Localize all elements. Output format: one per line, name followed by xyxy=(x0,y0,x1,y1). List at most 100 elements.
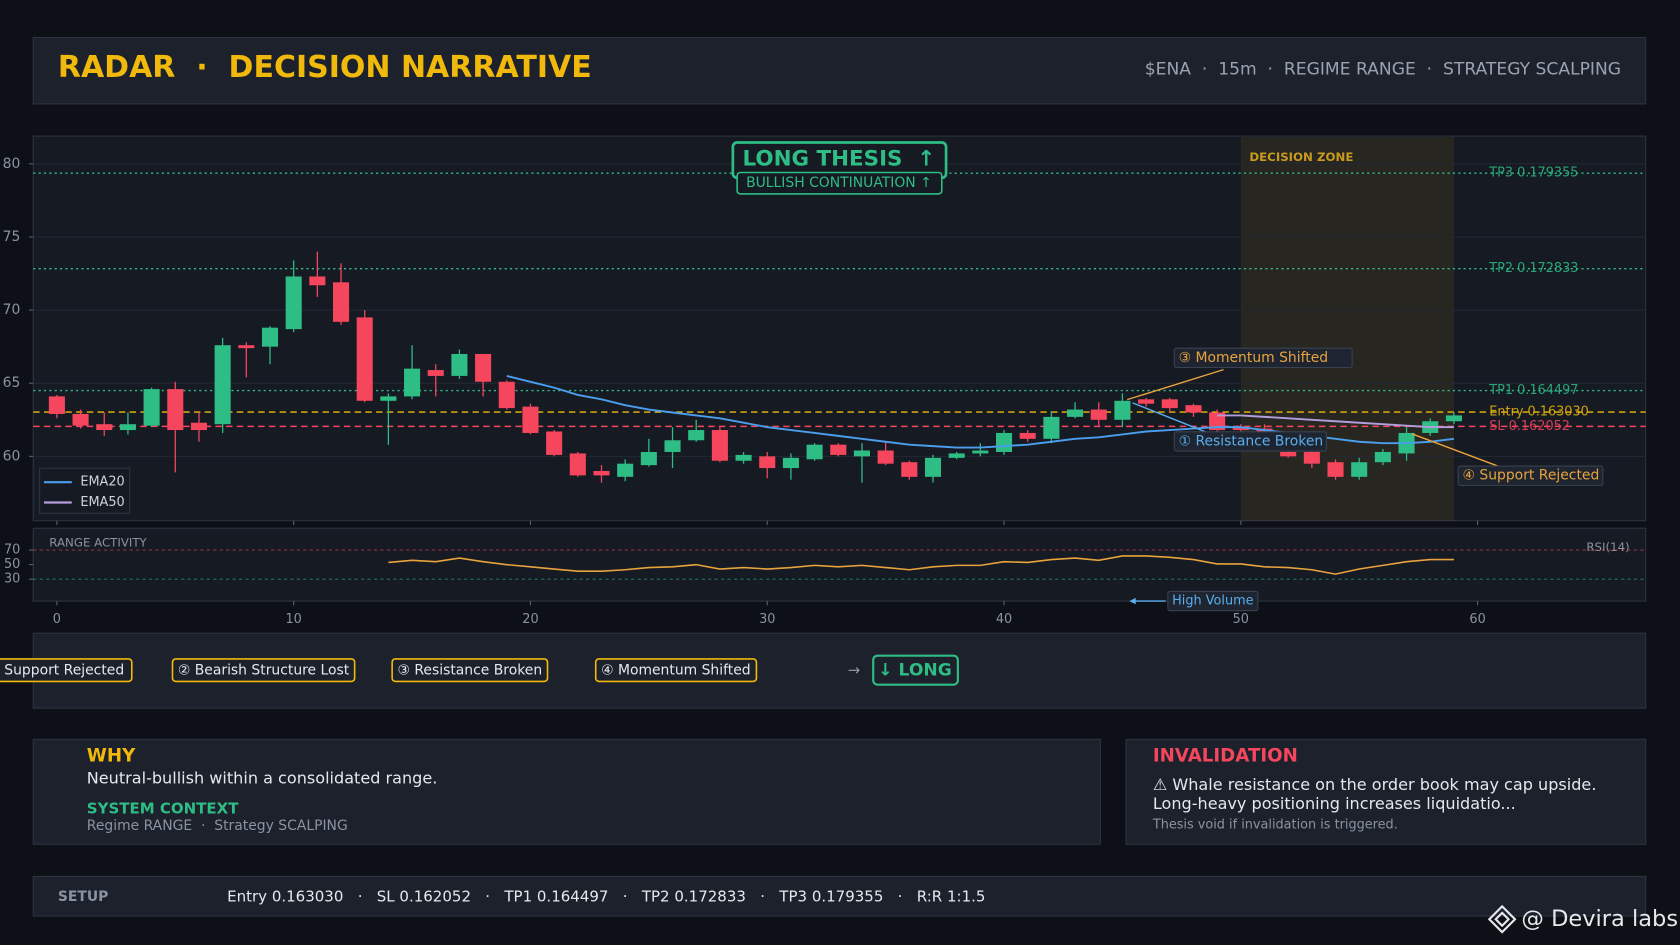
annotation: ④ Support Rejected xyxy=(1463,468,1600,484)
chain-chip xyxy=(0,658,133,683)
invalidation-note: Thesis void if invalidation is triggered… xyxy=(1152,818,1398,833)
candle-body xyxy=(475,353,492,382)
result: ↓ LONG xyxy=(878,661,952,681)
candle-body xyxy=(1067,409,1084,417)
candle-body xyxy=(617,463,634,477)
candle-body xyxy=(238,345,255,349)
y-tick-label: 65 xyxy=(3,375,21,391)
candle-body xyxy=(948,453,965,458)
annotation-box xyxy=(1173,347,1353,369)
x-tick-label: 40 xyxy=(996,612,1012,627)
candle-body xyxy=(924,457,942,477)
candle-body xyxy=(1351,462,1368,477)
rsi-y-tick-label: 50 xyxy=(4,557,20,572)
annotation-box xyxy=(1457,465,1604,486)
x-tick-label: 60 xyxy=(1469,612,1485,627)
candle-body xyxy=(1280,451,1297,457)
candle-body xyxy=(711,430,728,461)
candle-body xyxy=(1445,415,1462,422)
header xyxy=(32,36,1647,105)
candle-body xyxy=(688,430,705,441)
rsi-title: RANGE ACTIVITY xyxy=(49,536,147,550)
candle-body xyxy=(167,389,184,431)
decision-zone-label: DECISION ZONE xyxy=(1249,150,1353,164)
thesis-sub-box xyxy=(736,171,943,195)
candle-body xyxy=(877,450,894,464)
candle-body xyxy=(735,454,752,461)
title: RADAR · DECISION NARRATIVE xyxy=(58,50,592,85)
decision-zone xyxy=(1240,137,1454,521)
level-label: SL 0.162052 xyxy=(1489,419,1570,434)
logo xyxy=(1487,904,1517,934)
candle-body xyxy=(1327,462,1344,477)
setup-bar xyxy=(32,875,1647,917)
rsi-y-tick-label: 70 xyxy=(4,543,20,558)
y-tick-label: 75 xyxy=(3,229,21,245)
annotation-arrow xyxy=(1132,402,1211,435)
x-tick-label: 10 xyxy=(286,612,302,627)
annotation-box xyxy=(1167,590,1259,612)
candle-body xyxy=(972,450,989,454)
y-tick-label: 70 xyxy=(3,302,21,318)
rsi-label: RSI(14) xyxy=(1586,540,1629,554)
arrow-head xyxy=(1129,597,1136,605)
rsi-panel xyxy=(32,527,1647,602)
chain-step: ② Bearish Structure Lost xyxy=(178,663,350,679)
level-label: Entry 0.163030 xyxy=(1489,405,1589,420)
chain-chip xyxy=(594,658,758,683)
candle-body xyxy=(119,424,136,431)
candle-body xyxy=(593,470,610,476)
annotation: ① Resistance Broken xyxy=(1179,433,1324,449)
candle-body xyxy=(782,457,799,469)
candle-body xyxy=(901,462,918,477)
chain-arrow: → xyxy=(848,661,861,679)
candle-body xyxy=(72,413,89,426)
candle-body xyxy=(995,432,1013,452)
candle-body xyxy=(664,440,681,452)
candle-body xyxy=(261,327,279,347)
chain: Support Rejected ② Bearish Structure Lost… xyxy=(0,654,959,686)
level-label: TP2 0.172833 xyxy=(1488,261,1578,276)
context-title: SYSTEM CONTEXT xyxy=(87,799,239,817)
chart: DECISION ZONE 60 65 70 75 80 TP3 0.179355 TP2 0… xyxy=(3,137,1646,627)
candle-body xyxy=(1090,409,1107,420)
candle-body xyxy=(640,451,657,466)
candle-body xyxy=(1138,399,1155,404)
invalidation-line: ⚠ Whale resistance on the order book may… xyxy=(1153,775,1597,794)
why-card xyxy=(32,738,1101,845)
candle-body xyxy=(806,444,823,460)
legend-label: EMA20 xyxy=(80,475,124,490)
invalidation-card xyxy=(1125,738,1647,845)
candle-body xyxy=(569,453,586,476)
annotation: ③ Momentum Shifted xyxy=(1179,350,1329,366)
candle-body xyxy=(522,406,539,433)
candle-body xyxy=(498,381,515,409)
candle-body xyxy=(1114,400,1131,420)
y-tick-label: 80 xyxy=(3,156,21,172)
candle-body xyxy=(380,396,397,401)
invalidation-line: Long-heavy positioning increases liquida… xyxy=(1153,794,1516,813)
annotation: High Volume xyxy=(1172,594,1253,609)
legend xyxy=(39,467,131,514)
candle-body xyxy=(143,389,160,426)
candle-body xyxy=(830,444,847,455)
rsi-line xyxy=(388,555,1454,575)
annotation-box xyxy=(1173,431,1327,452)
candle-body xyxy=(853,450,870,457)
candle-body xyxy=(1374,451,1391,463)
candle-body xyxy=(427,370,444,376)
candle-body xyxy=(1232,427,1249,431)
candle-body xyxy=(48,396,65,414)
level-label: TP1 0.164497 xyxy=(1488,383,1578,398)
y-tick-label: 60 xyxy=(3,448,21,464)
thesis: LONG THESIS ↑ xyxy=(743,147,936,172)
candle-body xyxy=(1209,412,1226,431)
invalidation-title: INVALIDATION xyxy=(1153,745,1298,766)
chain-chip xyxy=(171,658,356,683)
setup-text: Entry 0.163030 · SL 0.162052 · TP1 0.164… xyxy=(227,887,985,905)
candle-body xyxy=(356,317,373,401)
candle-body xyxy=(285,276,302,330)
setup-label: SETUP xyxy=(58,889,109,905)
result-chip xyxy=(872,654,959,686)
